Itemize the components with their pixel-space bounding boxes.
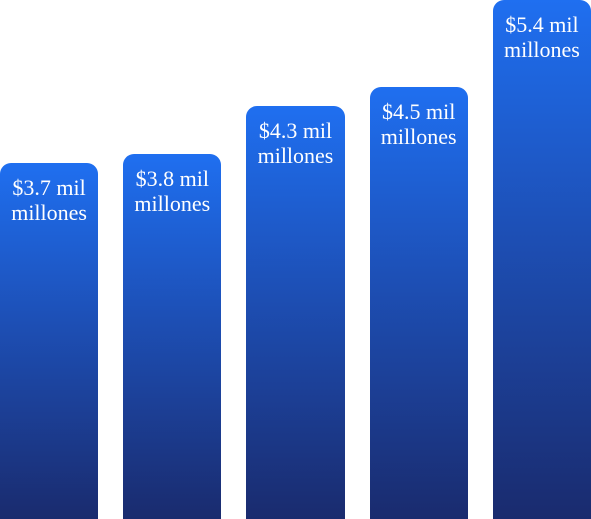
bar: $5.4 mil millones bbox=[492, 0, 591, 519]
value-label: $4.5 mil millones bbox=[380, 98, 457, 149]
value-label: $5.4 mil millones bbox=[504, 12, 580, 62]
bar: $4.5 mil millones bbox=[369, 86, 468, 519]
value-label: $3.7 mil millones bbox=[11, 175, 87, 226]
value-label: $3.8 mil millones bbox=[134, 165, 211, 216]
value-label: $4.3 mil millones bbox=[257, 117, 334, 168]
bar: $4.3 mil millones bbox=[246, 105, 345, 519]
bar: $3.8 mil millones bbox=[123, 153, 222, 519]
bar: $3.7 mil millones bbox=[0, 163, 99, 519]
